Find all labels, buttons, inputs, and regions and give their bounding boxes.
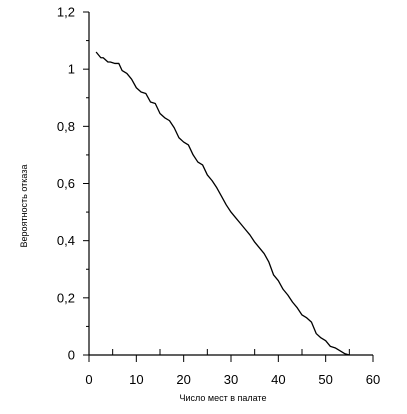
axes [88,12,373,356]
y-tick-label: 0,2 [57,290,75,305]
x-tick-label: 10 [129,372,143,387]
data-series [95,51,350,356]
y-tick-label: 1 [68,62,75,77]
x-tick-label: 50 [318,372,332,387]
series-line [95,51,350,356]
tick-marks [83,11,374,362]
x-axis-title: Число мест в палате [180,393,267,403]
y-axis-title: Вероятность отказа [19,165,29,248]
y-tick-label: 0,8 [57,119,75,134]
y-tick-label: 0,4 [57,233,75,248]
x-tick-label: 30 [224,372,238,387]
x-tick-label: 20 [176,372,190,387]
x-tick-label: 60 [366,372,380,387]
y-tick-label: 0,6 [57,176,75,191]
y-tick-label: 1,2 [57,5,75,20]
y-tick-label: 0 [68,348,75,363]
x-tick-label: 0 [85,372,92,387]
tick-labels: 0 0,2 0,4 0,6 0,8 1 1,2 0 10 20 30 40 50 60 [57,5,380,388]
x-tick-label: 40 [271,372,285,387]
